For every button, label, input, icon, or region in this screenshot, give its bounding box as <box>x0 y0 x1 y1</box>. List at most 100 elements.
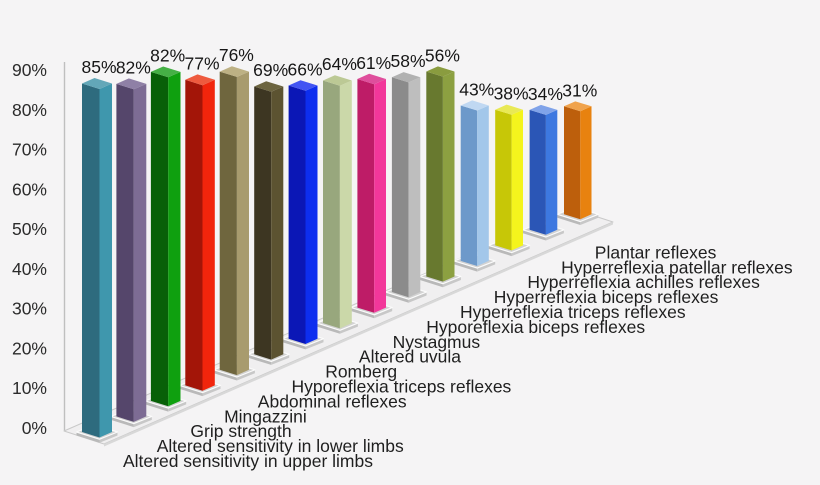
bar-face-left-teal <box>82 83 100 438</box>
floor-tile-bevel <box>477 260 496 272</box>
bar-top-khaki <box>219 66 249 77</box>
category-label: Hyporeflexia biceps reflexes <box>426 317 645 337</box>
y-tick-label: 0% <box>22 418 47 438</box>
value-label: 82% <box>150 45 185 65</box>
floor-tile-bevel <box>76 432 100 443</box>
floor-tile-bevel <box>419 276 443 288</box>
bar-top-dark-olive <box>254 81 284 92</box>
bar-face-right-medium-blue <box>545 109 558 235</box>
bar-face-right-light-blue <box>477 105 489 266</box>
bar-face-right-silver <box>408 77 421 298</box>
value-label: 85% <box>81 57 116 77</box>
bar-face-right-olive-green <box>442 71 455 282</box>
category-label: Hyperreflexia triceps reflexes <box>460 302 686 322</box>
value-label: 69% <box>253 60 288 80</box>
bar-face-right-red <box>202 79 215 391</box>
y-tick-label: 70% <box>12 140 47 160</box>
floor-tile-bevel <box>110 416 134 428</box>
value-label: 82% <box>116 57 151 77</box>
bar-top-orange <box>564 101 592 112</box>
category-label: Hyperreflexia biceps reflexes <box>494 287 719 307</box>
category-label: Altered uvula <box>359 347 461 367</box>
value-label: 34% <box>528 84 563 104</box>
bar-top-silver <box>391 72 421 83</box>
value-label: 76% <box>219 45 254 65</box>
category-label: Altered sensitivity in lower limbs <box>157 436 404 456</box>
floor-tile-bevel <box>442 276 461 288</box>
bar-face-right-magenta <box>374 79 386 313</box>
floor-tile-bevel <box>179 385 203 397</box>
floor-tile-bevel <box>545 229 564 241</box>
floor-tile-bevel <box>271 354 290 365</box>
bar-face-left-red <box>185 79 203 391</box>
bar-face-left-sage <box>323 80 340 329</box>
floor-tile-bevel <box>339 323 358 334</box>
floor-tile-bevel <box>522 229 546 241</box>
value-label: 66% <box>288 59 323 79</box>
floor-tile-bevel <box>248 354 272 365</box>
floor-tile-bevel <box>213 369 237 381</box>
y-tick-label: 60% <box>12 179 47 199</box>
floor-tile-bevel <box>133 416 152 428</box>
y-tick-label: 50% <box>12 219 47 239</box>
floor-tile-bevel <box>408 292 427 303</box>
category-label: Hyperreflexia achilles reflexes <box>527 272 760 292</box>
bar-face-left-yellow <box>495 109 512 251</box>
category-label: Plantar reflexes <box>595 242 717 262</box>
bar-face-left-green <box>150 71 169 407</box>
floor-tile-bevel <box>145 400 169 412</box>
floor-tile-bevel <box>511 245 530 257</box>
value-label: 61% <box>356 53 391 73</box>
y-tick-label: 90% <box>12 60 47 80</box>
category-label: Grip strength <box>190 421 291 441</box>
floor-tile-bevel <box>580 214 599 225</box>
bar-face-left-medium-blue <box>529 109 546 235</box>
value-label: 38% <box>494 84 529 104</box>
floor-tile-bevel <box>316 323 340 334</box>
category-label: Nystagmus <box>393 332 481 352</box>
floor-tile-bevel <box>202 385 221 397</box>
bar-top-sage <box>323 75 352 86</box>
floor-tile-bevel <box>99 432 118 443</box>
y-tick-label: 80% <box>12 100 47 120</box>
bar-face-right-dark-olive <box>271 86 284 360</box>
bar-face-right-khaki <box>236 71 249 376</box>
value-label: 64% <box>322 54 357 74</box>
bar-face-right-yellow <box>511 109 523 251</box>
floor-tile-bevel <box>557 214 581 225</box>
bar-face-left-khaki <box>219 71 237 376</box>
floor-tile-bevel <box>305 338 324 350</box>
bar-face-right-orange <box>580 106 592 220</box>
bar-top-magenta <box>357 73 386 85</box>
value-label: 77% <box>185 53 220 73</box>
value-label: 31% <box>562 80 597 100</box>
y-tick-label: 30% <box>12 299 47 319</box>
bar-face-right-purple <box>133 83 147 422</box>
category-label: Hyporeflexia triceps reflexes <box>292 377 512 397</box>
floor-tile-bevel <box>454 260 478 272</box>
y-tick-label: 40% <box>12 259 47 279</box>
bar-top-green <box>150 66 181 78</box>
floor-tile-bevel <box>488 245 512 257</box>
bar-face-left-olive-green <box>426 71 443 282</box>
value-label: 43% <box>459 79 494 99</box>
y-tick-label: 20% <box>12 338 47 358</box>
bar-top-yellow <box>495 104 523 115</box>
bar-top-red <box>185 74 215 86</box>
bar-face-left-purple <box>116 83 134 422</box>
bar-face-left-blue <box>288 85 306 344</box>
category-label: Abdominal reflexes <box>258 391 407 411</box>
floor-tile-bevel <box>351 307 375 319</box>
category-label: Altered sensitivity in upper limbs <box>123 451 373 471</box>
floor-tile-bevel <box>385 292 409 303</box>
bar-top-light-blue <box>460 100 489 111</box>
bar-face-right-teal <box>99 83 112 438</box>
bar-face-left-orange <box>564 106 581 220</box>
floor-strip-front-edge <box>104 222 613 447</box>
bar-top-blue <box>288 80 318 91</box>
bar-top-olive-green <box>426 66 455 77</box>
bar-face-right-sage <box>339 80 352 329</box>
bar-face-left-silver <box>391 77 409 298</box>
bar-face-right-green <box>168 71 181 407</box>
